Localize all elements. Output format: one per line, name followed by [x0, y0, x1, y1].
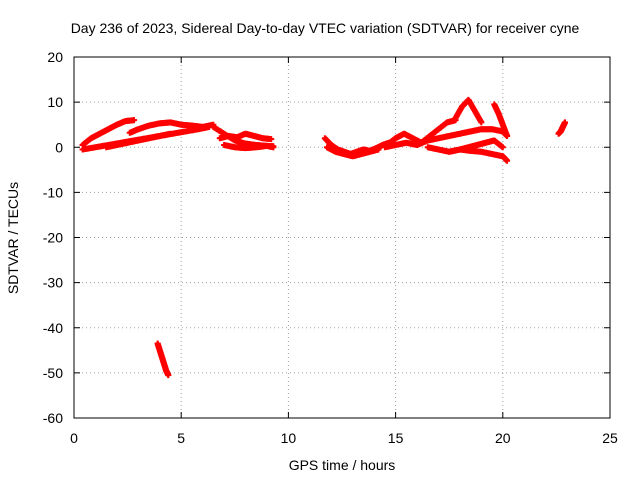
series-track-g: [221, 141, 277, 152]
y-tick-label: -60: [43, 410, 63, 426]
y-tick-label: -10: [43, 184, 63, 200]
x-tick-label: 0: [70, 430, 78, 446]
data-point: [478, 119, 485, 126]
x-tick-label: 25: [602, 430, 618, 446]
y-tick-label: -30: [43, 275, 63, 291]
data-point: [375, 146, 382, 153]
series-track-d: [103, 130, 174, 151]
series-track-p: [491, 101, 511, 139]
series-track-n: [446, 137, 506, 155]
y-axis-label: SDTVAR / TECUs: [5, 182, 21, 294]
x-tick-label: 15: [388, 430, 404, 446]
data-point: [165, 372, 172, 379]
series-track-a: [79, 117, 138, 148]
series-track-m: [424, 144, 511, 164]
grid: [74, 57, 610, 418]
axis-ticks: 0 5 10 15 20 25 -60 -50 -40 -30 -20 -10 0 10 20: [43, 49, 618, 446]
series-track-c: [126, 119, 217, 136]
series-track-o: [452, 96, 485, 126]
series-track-f: [216, 130, 275, 143]
x-tick-label: 20: [495, 430, 511, 446]
y-tick-label: -20: [43, 230, 63, 246]
series-track-q: [555, 119, 568, 137]
series-track-h: [154, 340, 172, 379]
data-point: [504, 132, 511, 139]
data-point: [268, 136, 275, 143]
y-tick-label: -50: [43, 365, 63, 381]
x-axis-label: GPS time / hours: [289, 457, 396, 473]
y-tick-label: -40: [43, 320, 63, 336]
data-point: [504, 157, 511, 164]
data-point: [270, 144, 277, 151]
data-point: [499, 144, 506, 151]
y-tick-label: 0: [55, 139, 63, 155]
y-tick-label: 20: [47, 49, 63, 65]
x-tick-label: 10: [281, 430, 297, 446]
data-point: [561, 119, 568, 126]
y-tick-label: 10: [47, 94, 63, 110]
data-point: [167, 130, 174, 137]
chart-title: Day 236 of 2023, Sidereal Day-to-day VTE…: [71, 20, 580, 36]
x-tick-label: 5: [177, 430, 185, 446]
series-track-j: [323, 144, 382, 160]
data-point: [131, 117, 138, 124]
data-marks: [79, 96, 568, 379]
